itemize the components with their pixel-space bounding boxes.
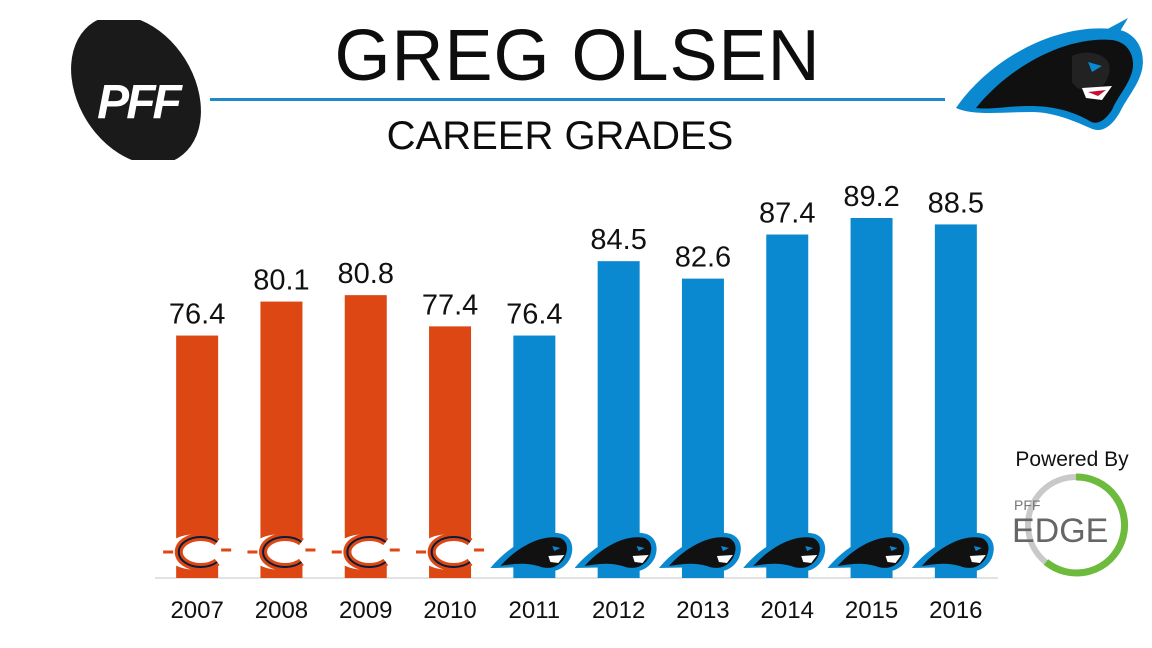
data-label-2012: 84.5 <box>590 224 646 256</box>
pff-edge-logo: PFF EDGE <box>1012 473 1129 577</box>
tick-label-2016: 2016 <box>929 597 982 624</box>
edge-brand-small: PFF <box>1014 497 1040 513</box>
tick-label-2008: 2008 <box>255 597 308 624</box>
data-label-2016: 88.5 <box>928 187 984 219</box>
panther-head-icon <box>574 532 657 572</box>
tick-label-2012: 2012 <box>592 597 645 624</box>
svg-text:PFF: PFF <box>97 76 183 129</box>
bar-2012 <box>597 261 640 578</box>
tick-label-2009: 2009 <box>339 597 392 624</box>
tick-label-2007: 2007 <box>170 597 223 624</box>
data-label-2007: 76.4 <box>169 299 225 331</box>
panther-head-icon <box>658 532 741 572</box>
data-label-2011: 76.4 <box>506 299 562 331</box>
bears-c-logo-icon <box>331 533 400 571</box>
data-label-2008: 80.1 <box>253 265 309 297</box>
tick-label-2014: 2014 <box>761 597 814 624</box>
data-label-2015: 89.2 <box>843 181 899 213</box>
data-label-2014: 87.4 <box>759 198 815 230</box>
bears-c-logo-icon <box>247 533 316 571</box>
pff-logo: PFF <box>71 20 201 160</box>
bar-2016 <box>934 224 977 578</box>
bar-2013 <box>681 278 724 578</box>
bar-2009 <box>344 295 387 578</box>
tick-label-2015: 2015 <box>845 597 898 624</box>
edge-brand-large: EDGE <box>1012 512 1108 550</box>
tick-label-2011: 2011 <box>509 597 561 624</box>
data-label-2010: 77.4 <box>422 289 478 321</box>
panther-head-icon <box>743 532 826 572</box>
bears-c-logo-icon <box>163 533 232 571</box>
page-title: GREG OLSEN <box>334 16 821 96</box>
bar-2014 <box>766 234 809 578</box>
bears-c-logo-icon <box>416 533 485 571</box>
bar-2008 <box>260 301 303 578</box>
powered-by-label: Powered By <box>1015 448 1129 471</box>
tick-label-2013: 2013 <box>676 597 729 624</box>
data-label-2009: 80.8 <box>338 258 394 290</box>
tick-label-2010: 2010 <box>423 597 476 624</box>
panther-head-icon <box>827 532 910 572</box>
data-label-2013: 82.6 <box>675 242 731 274</box>
panther-head-icon <box>911 532 994 572</box>
title-divider <box>210 98 945 101</box>
chart-subtitle: CAREER GRADES <box>386 114 734 158</box>
panther-head-icon <box>956 18 1143 131</box>
bar-2015 <box>850 218 893 578</box>
panther-head-icon <box>490 532 573 572</box>
